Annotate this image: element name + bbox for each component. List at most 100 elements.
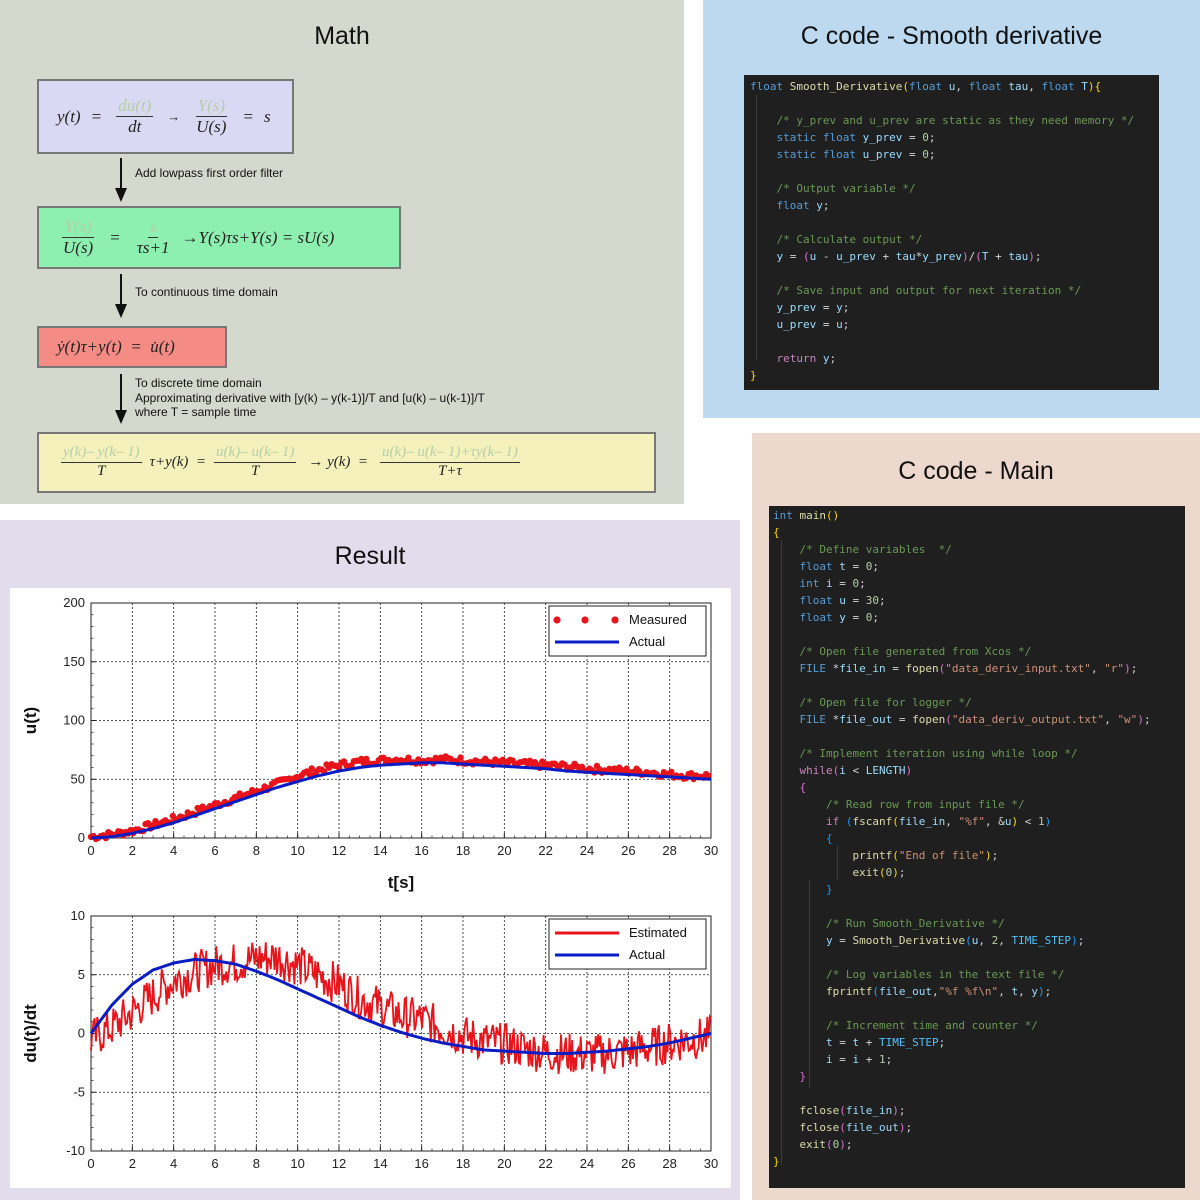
- y-tick-label: -5: [73, 1084, 85, 1099]
- legend-box: [548, 605, 707, 657]
- eq-mid: τ+y(k) =: [149, 454, 207, 470]
- main-code-panel: C code - Main int main() { /* Define var…: [752, 433, 1200, 1200]
- x-tick-label: 24: [580, 843, 594, 858]
- fraction: Y(s) U(s): [195, 96, 228, 136]
- x-tick-label: 14: [373, 1156, 387, 1171]
- eq-arrow: → y(k) =: [308, 454, 369, 470]
- measured-point: [668, 768, 675, 776]
- measured-point: [405, 754, 412, 761]
- result-title: Result: [334, 542, 406, 570]
- step-label: To continuous time domain: [135, 285, 278, 299]
- x-tick-label: 6: [211, 843, 218, 858]
- eq-rest: →Y(s)τs+Y(s) = sU(s): [181, 227, 335, 247]
- legend-label: Actual: [629, 947, 665, 962]
- x-tick-label: 18: [456, 843, 470, 858]
- x-tick-label: 22: [538, 1156, 552, 1171]
- x-tick-label: 22: [538, 843, 552, 858]
- legend-label: Measured: [629, 612, 687, 627]
- measured-point: [152, 817, 159, 825]
- x-tick-label: 4: [170, 843, 177, 858]
- y-tick-label: 0: [78, 1026, 85, 1041]
- x-tick-label: 14: [373, 843, 387, 858]
- down-arrow-icon: [115, 274, 127, 318]
- x-tick-label: 20: [497, 1156, 511, 1171]
- eq-sign: =: [110, 227, 120, 247]
- x-tick-label: 16: [414, 1156, 428, 1171]
- math-title: Math: [314, 22, 370, 50]
- y-tick-label: 100: [63, 713, 85, 728]
- eq-rhs: s: [264, 106, 271, 126]
- y-tick-label: 10: [71, 908, 85, 923]
- x-tick-label: 0: [87, 843, 94, 858]
- continuous-equation-box: ẏ(t)τ+y(t) = u̇(t): [37, 326, 227, 368]
- y-tick-label: 200: [63, 595, 85, 610]
- legend-marker: [611, 616, 619, 624]
- y-axis-label: u(t): [21, 707, 40, 734]
- x-tick-label: 4: [170, 1156, 177, 1171]
- x-tick-label: 8: [253, 1156, 260, 1171]
- step-label: Add lowpass first order filter: [135, 166, 284, 180]
- x-tick-label: 16: [414, 843, 428, 858]
- eq-sign: =: [243, 106, 254, 126]
- x-tick-label: 6: [211, 1156, 218, 1171]
- x-tick-label: 24: [580, 1156, 594, 1171]
- charts-svg: 0 2 4 6 8 10 12 14 16 18 20 22 24 26 28 30050100150200t…: [21, 595, 718, 1171]
- down-arrow-icon: [115, 158, 127, 202]
- x-tick-label: 2: [129, 843, 136, 858]
- legend-box: [548, 918, 707, 970]
- x-tick-label: 2: [129, 1156, 136, 1171]
- actual-series-line: [89, 957, 712, 1055]
- x-tick-label: 30: [704, 1156, 718, 1171]
- x-tick-label: 28: [662, 843, 676, 858]
- result-panel: Result 0 2 4 6 8 10 12 14 16 18 20 22 24 26 28 30 0 50 100…: [0, 520, 740, 1200]
- measured-point: [144, 819, 152, 827]
- estimated-series-line: [90, 942, 712, 1075]
- y-tick-label: 0: [78, 830, 85, 845]
- smooth-derivative-code: float Smooth_Derivative(float u, float t…: [744, 75, 1159, 390]
- measured-point: [457, 754, 464, 761]
- x-tick-label: 0: [87, 1156, 94, 1171]
- discrete-equation-box: y(k)– y(k– 1) T τ+y(k) = u(k)– u(k– 1) T →…: [37, 432, 656, 493]
- actual-series-line: [90, 761, 712, 840]
- y-tick-label: -10: [66, 1143, 85, 1158]
- measured-point: [380, 754, 387, 762]
- down-arrow-icon: [115, 374, 127, 424]
- eq-lhs: y(t): [57, 106, 81, 126]
- x-tick-label: 28: [662, 1156, 676, 1171]
- legend-marker: [553, 616, 561, 624]
- x-axis-label: t[s]: [388, 873, 414, 892]
- measured-point: [308, 765, 315, 772]
- fraction: u(k)– u(k– 1)+τy(k– 1) T+τ: [380, 444, 520, 479]
- x-tick-label: 12: [332, 843, 346, 858]
- x-tick-label: 10: [290, 843, 304, 858]
- fraction: y(k)– y(k– 1) T: [61, 444, 142, 479]
- math-panel: Math y(t) = du(t) dt → Y(s) U(s) = s Add l…: [0, 0, 684, 504]
- legend-label: Actual: [629, 634, 665, 649]
- eq-sign: =: [91, 106, 102, 126]
- legend-label: Estimated: [629, 925, 687, 940]
- fraction: Y(s) U(s): [62, 217, 94, 257]
- x-tick-label: 20: [497, 843, 511, 858]
- derivative-equation-box: y(t) = du(t) dt → Y(s) U(s) = s: [37, 79, 294, 154]
- fraction: s τs+1: [136, 217, 170, 257]
- x-tick-label: 30: [704, 843, 718, 858]
- plot-area: 0 2 4 6 8 10 12 14 16 18 20 22 24 26 28 30 0 50 100 150 200 t…: [10, 588, 731, 1188]
- measured-point: [705, 772, 712, 779]
- step-label-discrete: To discrete time domain Approximating de…: [135, 376, 485, 419]
- x-tick-label: 26: [621, 1156, 635, 1171]
- fraction: u(k)– u(k– 1) T: [214, 444, 297, 479]
- smooth-derivative-title: C code - Smooth derivative: [800, 22, 1103, 50]
- y-tick-label: 150: [63, 654, 85, 669]
- fraction: du(t) dt: [116, 96, 154, 136]
- measured-point: [687, 770, 695, 777]
- measured-point: [561, 761, 568, 768]
- smooth-derivative-panel: C code - Smooth derivative float Smooth_…: [703, 0, 1200, 418]
- measured-point: [623, 765, 630, 772]
- x-tick-label: 12: [332, 1156, 346, 1171]
- main-code: int main() { /* Define variables */ floa…: [769, 506, 1185, 1188]
- x-tick-label: 26: [621, 843, 635, 858]
- x-tick-label: 18: [456, 1156, 470, 1171]
- y-axis-label: du(t)/dt: [21, 1004, 40, 1063]
- y-tick-label: 50: [71, 771, 85, 786]
- x-tick-label: 8: [253, 843, 260, 858]
